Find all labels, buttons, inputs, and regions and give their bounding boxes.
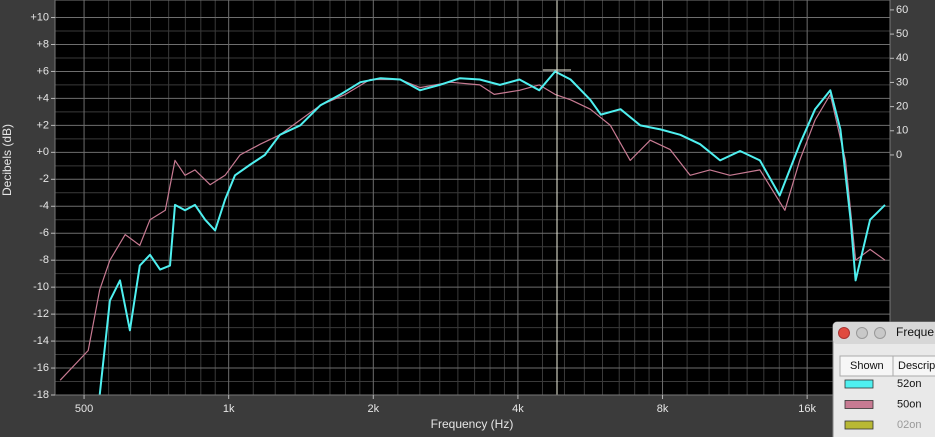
legend-label[interactable]: 52on — [897, 378, 921, 390]
grid — [55, 0, 890, 396]
series-line — [59, 78, 886, 381]
y-tick-label: +0 — [36, 146, 49, 158]
y2-tick-label: 30 — [896, 76, 908, 88]
y-tick-label: +2 — [36, 119, 49, 131]
zoom-button[interactable] — [874, 327, 886, 339]
legend-window[interactable]: Freque Shown Descrip 52on 50on 02on — [832, 321, 935, 437]
legend-label[interactable]: 50on — [897, 398, 921, 410]
y2-tick-label: 20 — [896, 101, 908, 113]
y2-tick-label: 0 — [896, 149, 902, 161]
x-tick-label: 500 — [75, 403, 93, 415]
plot-area — [55, 0, 890, 395]
plot-frame — [54, 0, 891, 396]
y-tick-label: -2 — [39, 173, 49, 185]
x-axis-title: Frequency (Hz) — [431, 417, 514, 431]
y-axis-title: Decibels (dB) — [0, 124, 14, 196]
y-tick-label: -18 — [33, 389, 49, 401]
y2-tick-label: 40 — [896, 52, 908, 64]
x-tick-label: 1k — [223, 403, 235, 415]
y-tick-label: -10 — [33, 281, 49, 293]
y-tick-label: -8 — [39, 254, 49, 266]
y2-tick-label: 10 — [896, 125, 908, 137]
x-tick-label: 4k — [512, 403, 524, 415]
y-tick-label: +8 — [36, 38, 49, 50]
y-tick-label: -4 — [39, 200, 49, 212]
y-tick-label: -12 — [33, 308, 49, 320]
legend-label[interactable]: 02on — [897, 419, 921, 431]
y-tick-label: -14 — [33, 335, 49, 347]
legend-swatch[interactable] — [844, 400, 874, 409]
table-header — [839, 355, 935, 377]
x-tick-label: 16k — [798, 403, 816, 415]
legend-swatch[interactable] — [844, 420, 874, 430]
series-line — [98, 70, 886, 395]
x-tick-label: 8k — [657, 403, 669, 415]
minimize-button[interactable] — [856, 327, 868, 339]
y-tick-label: +4 — [36, 92, 49, 104]
y-tick-label: +6 — [36, 65, 49, 77]
window-title: Freque — [896, 325, 934, 339]
legend-swatch[interactable] — [844, 379, 874, 389]
series-lines — [59, 70, 886, 395]
close-button[interactable] — [838, 327, 850, 339]
y2-tick-label: 60 — [896, 4, 908, 16]
y-tick-label: -6 — [39, 227, 49, 239]
y-tick-label: -16 — [33, 362, 49, 374]
column-header[interactable]: Shown — [850, 360, 884, 372]
y2-tick-label: 50 — [896, 28, 908, 40]
x-tick-label: 2k — [367, 403, 379, 415]
column-header[interactable]: Descrip — [898, 360, 935, 372]
y-tick-label: +10 — [30, 11, 49, 23]
